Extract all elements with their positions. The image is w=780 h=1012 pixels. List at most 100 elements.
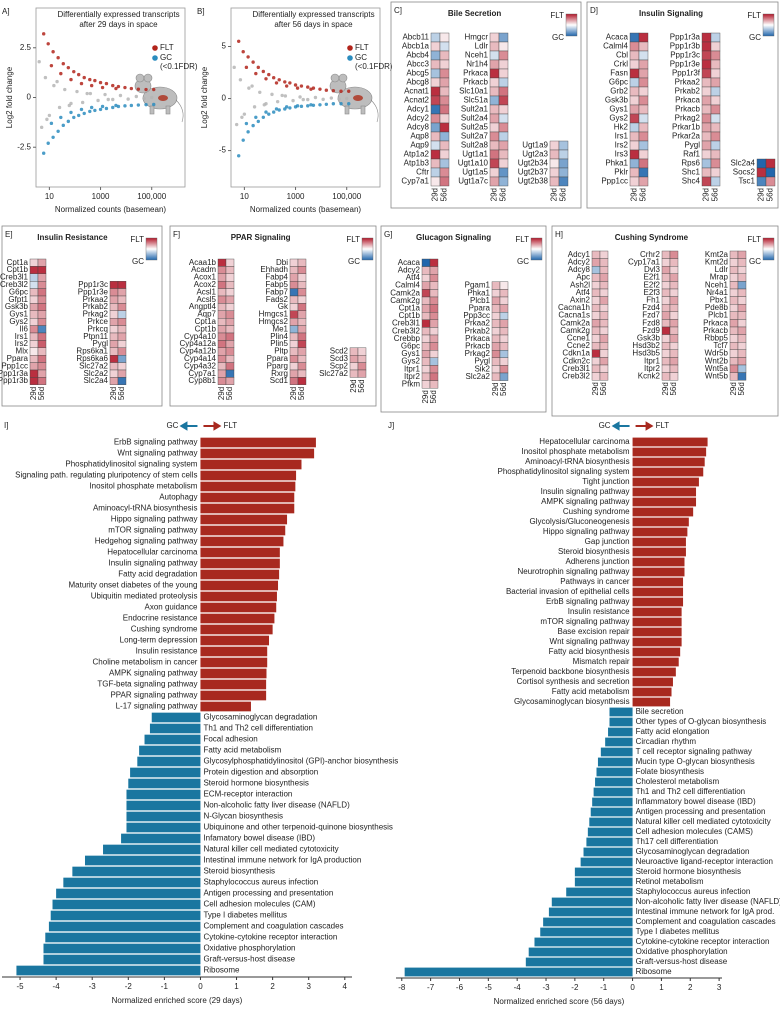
heat-cell bbox=[638, 167, 649, 178]
point bbox=[252, 105, 257, 109]
heat-cell bbox=[737, 281, 747, 290]
heat-cell bbox=[117, 303, 127, 311]
bar bbox=[586, 837, 633, 847]
point bbox=[104, 81, 109, 86]
heat-cell bbox=[498, 68, 509, 79]
column-label: 56d bbox=[429, 390, 438, 403]
point bbox=[267, 72, 271, 77]
heat-cell bbox=[289, 325, 299, 334]
row-label: Cpt1a bbox=[399, 304, 421, 313]
point bbox=[59, 71, 63, 76]
heat-cell bbox=[430, 77, 441, 88]
bar bbox=[632, 677, 673, 687]
row-label: Pgam1 bbox=[465, 281, 491, 290]
column-label: 29d bbox=[289, 387, 298, 400]
y-tick-label: -5 bbox=[219, 146, 227, 155]
heat-cell bbox=[489, 59, 500, 70]
heat-cell bbox=[629, 59, 640, 70]
bar-label: Antigen processing and presentation bbox=[203, 889, 333, 898]
heat-cell bbox=[710, 68, 721, 79]
point bbox=[331, 102, 336, 106]
row-label: Cpt1b bbox=[399, 311, 421, 320]
bar bbox=[149, 723, 201, 734]
heat-cell bbox=[489, 158, 500, 169]
heat-cell bbox=[489, 50, 500, 61]
bar bbox=[597, 757, 633, 767]
x-tick-label: 0 bbox=[630, 983, 635, 992]
heat-cell bbox=[429, 365, 439, 374]
bar-label: Hippo signaling pathway bbox=[543, 527, 630, 536]
point bbox=[238, 78, 243, 82]
point bbox=[318, 103, 322, 107]
point bbox=[69, 77, 73, 82]
point bbox=[247, 86, 251, 90]
row-label: Irs3 bbox=[615, 150, 629, 159]
heat-cell bbox=[729, 334, 739, 343]
row-label: Gsk3b bbox=[605, 96, 629, 105]
column-label: 29d bbox=[217, 387, 226, 400]
heat-cell bbox=[661, 349, 671, 358]
x-tick-label: 1 bbox=[234, 982, 239, 991]
bar-label: Ribosome bbox=[636, 967, 673, 976]
legend-label: FLT bbox=[747, 235, 761, 244]
point bbox=[69, 110, 73, 115]
heat-cell bbox=[349, 347, 359, 356]
heat-cell bbox=[599, 334, 609, 343]
bar-label: Mucin type O-glycan biosynthesis bbox=[636, 757, 755, 766]
row-label: Prkaca bbox=[675, 96, 700, 105]
row-label: Rps6 bbox=[681, 159, 700, 168]
heat-cell bbox=[289, 295, 299, 304]
row-label: Prkacb bbox=[465, 342, 490, 351]
bar bbox=[151, 712, 201, 723]
heat-cell bbox=[37, 310, 47, 319]
heat-cell bbox=[491, 327, 501, 336]
point bbox=[284, 105, 289, 109]
row-label: Acaa1b bbox=[189, 258, 217, 267]
heat-cell bbox=[599, 319, 609, 328]
row-label: Pde8b bbox=[705, 303, 729, 312]
bar-label: ErbB signaling pathway bbox=[114, 438, 198, 447]
point bbox=[37, 60, 41, 64]
chart-title: after 29 days in space bbox=[79, 20, 158, 29]
column-label: 56d bbox=[440, 188, 449, 201]
point bbox=[256, 119, 260, 124]
row-label: Atf4 bbox=[406, 273, 421, 282]
row-label: Dbi bbox=[276, 258, 288, 267]
legend-label: GC bbox=[160, 53, 172, 62]
x-tick-label: 0 bbox=[198, 982, 203, 991]
heat-cell bbox=[661, 258, 671, 267]
row-label: Slc2a4 bbox=[84, 376, 109, 385]
heat-cell bbox=[549, 158, 560, 169]
row-label: Prkaa2 bbox=[675, 78, 701, 87]
bar bbox=[130, 767, 201, 778]
point bbox=[75, 89, 79, 94]
heat-cell bbox=[701, 32, 712, 43]
heat-cell bbox=[599, 273, 609, 282]
panel-label: C] bbox=[394, 6, 402, 15]
heat-cell bbox=[737, 266, 747, 275]
heat-cell bbox=[710, 122, 721, 133]
heat-cell bbox=[498, 149, 509, 160]
x-tick-label: -2 bbox=[571, 983, 579, 992]
panel-frame bbox=[390, 1, 582, 209]
row-label: Irs2 bbox=[15, 339, 29, 348]
point bbox=[299, 84, 304, 88]
panel-label: J] bbox=[388, 421, 394, 430]
row-label: Hmgcs2 bbox=[259, 317, 289, 326]
point bbox=[288, 106, 292, 110]
heat-cell bbox=[599, 349, 609, 358]
row-label: Prkag2 bbox=[465, 349, 491, 358]
heat-cell bbox=[117, 288, 127, 297]
heat-cell bbox=[421, 342, 431, 351]
bar bbox=[200, 470, 297, 481]
heat-cell bbox=[357, 355, 367, 363]
x-axis-label: Normalized counts (basemean) bbox=[250, 205, 361, 214]
bar-label: Fatty acid elongation bbox=[636, 727, 710, 736]
row-label: Hsd3b2 bbox=[632, 341, 660, 350]
point bbox=[98, 80, 103, 85]
row-label: Pygl bbox=[474, 357, 490, 366]
bar-label: T cell receptor signaling pathway bbox=[636, 747, 752, 756]
bar bbox=[580, 857, 633, 867]
heat-cell bbox=[765, 176, 776, 187]
heat-cell bbox=[591, 296, 601, 305]
